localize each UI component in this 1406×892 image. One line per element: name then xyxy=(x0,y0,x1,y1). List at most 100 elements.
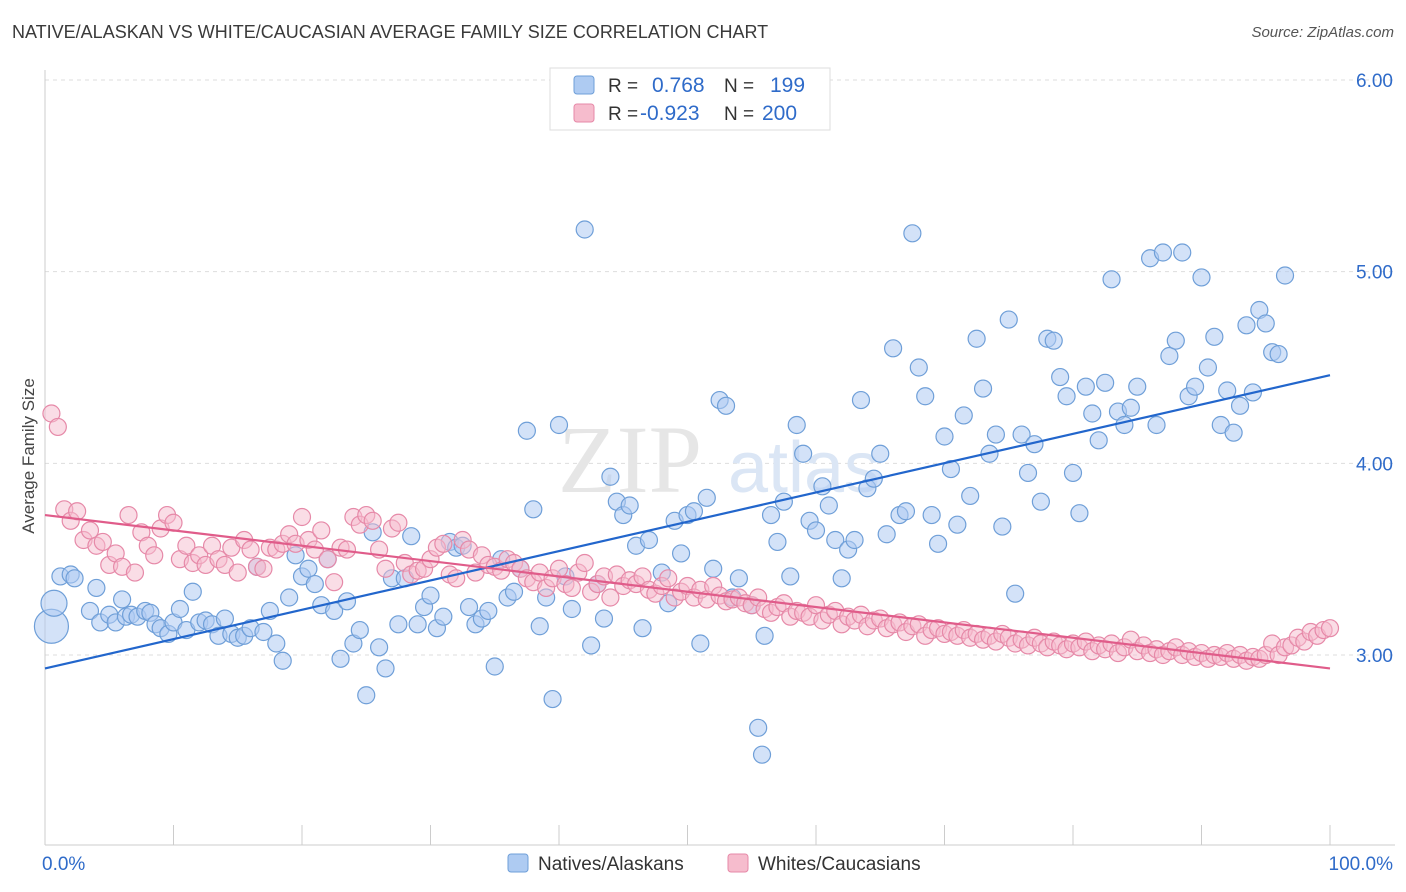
data-point-natives xyxy=(794,444,813,463)
data-point-natives xyxy=(922,505,941,525)
watermark: ZIP atlas xyxy=(558,406,880,513)
data-point-natives xyxy=(787,415,806,435)
data-point-natives xyxy=(87,578,106,598)
data-point-natives xyxy=(1275,266,1295,285)
x-tick-label: 0.0% xyxy=(42,854,85,875)
data-point-natives xyxy=(1063,463,1083,483)
data-point-natives xyxy=(170,599,190,619)
data-point-natives xyxy=(1224,423,1243,442)
data-point-natives xyxy=(376,659,395,678)
data-point-whites xyxy=(363,511,382,530)
data-point-natives xyxy=(768,532,787,552)
legend-r-label-natives: R = xyxy=(608,76,638,97)
data-point-whites xyxy=(376,559,395,578)
data-point-natives xyxy=(1128,377,1147,396)
data-point-natives xyxy=(1237,316,1256,335)
data-point-natives xyxy=(806,521,826,540)
tick-labels: 3.00 4.00 5.00 6.00 0.0% 100.0% xyxy=(42,71,1393,875)
data-point-natives xyxy=(851,390,871,410)
data-point-natives xyxy=(761,505,781,525)
data-point-natives xyxy=(402,527,421,546)
trend-line-whites xyxy=(44,513,1331,670)
data-point-whites xyxy=(145,546,164,565)
data-point-natives xyxy=(1012,425,1031,444)
data-point-natives xyxy=(1115,415,1134,435)
data-point-natives xyxy=(1083,404,1102,423)
data-point-natives xyxy=(1192,268,1211,287)
data-point-whites xyxy=(48,417,67,437)
data-point-natives xyxy=(954,406,973,425)
data-point-natives xyxy=(517,421,536,440)
data-point-natives xyxy=(479,601,498,621)
data-point-natives xyxy=(1044,331,1063,350)
data-point-natives xyxy=(845,530,864,550)
data-point-whites xyxy=(228,563,247,582)
data-point-natives xyxy=(903,224,922,243)
axes xyxy=(44,70,1395,846)
data-point-natives xyxy=(755,626,774,645)
data-point-natives xyxy=(504,582,524,601)
source-label: Source: ZipAtlas.com xyxy=(1251,24,1394,41)
legend-n-label-natives: N = xyxy=(724,76,754,97)
data-point-whites xyxy=(575,553,594,573)
data-point-natives xyxy=(582,636,601,655)
data-point-natives xyxy=(1160,346,1179,366)
data-point-natives xyxy=(1018,463,1038,483)
data-point-natives xyxy=(973,379,993,398)
legend-n-label-whites: N = xyxy=(724,104,754,125)
data-point-natives xyxy=(1205,327,1224,346)
x-tick-label: 100.0% xyxy=(1329,854,1394,875)
data-point-natives xyxy=(65,569,84,588)
trend-line-natives xyxy=(44,374,1331,670)
data-point-natives xyxy=(80,601,100,621)
data-point-natives xyxy=(1051,367,1070,387)
data-point-natives xyxy=(280,588,299,607)
data-point-whites xyxy=(312,521,331,540)
data-point-natives xyxy=(1089,431,1108,450)
legend-n-value-natives: 199 xyxy=(770,74,805,97)
data-point-natives xyxy=(389,615,408,634)
data-point-natives xyxy=(459,597,479,617)
data-point-natives xyxy=(1031,492,1050,511)
data-point-natives xyxy=(896,502,916,521)
legend-swatch-whites xyxy=(573,103,595,123)
legend-frame xyxy=(549,67,831,131)
data-point-whites xyxy=(434,534,453,553)
data-point-natives xyxy=(826,530,845,550)
data-point-natives xyxy=(1166,331,1185,350)
bottom-legend-label-whites: Whites/Caucasians xyxy=(758,854,921,875)
correlation-legend: R = 0.768 N = 199 R = -0.923 N = 200 xyxy=(549,67,831,131)
data-point-natives xyxy=(819,496,838,515)
data-point-natives xyxy=(350,620,369,640)
data-point-natives xyxy=(357,686,376,705)
bottom-legend-label-natives: Natives/Alaskans xyxy=(538,854,684,875)
data-point-whites xyxy=(254,559,273,578)
data-point-natives xyxy=(935,427,954,446)
data-point-natives xyxy=(1185,377,1205,396)
data-point-natives xyxy=(273,651,292,670)
data-point-natives xyxy=(1256,314,1275,333)
data-point-natives xyxy=(691,634,710,653)
data-point-whites xyxy=(562,578,581,598)
data-point-natives xyxy=(112,590,132,609)
trend-lines xyxy=(44,374,1331,670)
data-point-natives xyxy=(1070,504,1089,523)
data-point-natives xyxy=(434,607,453,626)
data-point-natives xyxy=(421,586,440,605)
data-point-natives xyxy=(1147,415,1166,435)
data-point-natives xyxy=(549,415,569,435)
legend-r-value-natives: 0.768 xyxy=(652,74,705,97)
data-point-whites xyxy=(1320,619,1340,638)
data-point-natives xyxy=(370,638,389,657)
data-point-natives xyxy=(562,599,581,619)
data-point-whites xyxy=(80,521,100,540)
data-point-natives xyxy=(704,559,723,578)
data-point-natives xyxy=(331,649,350,668)
legend-r-value-whites: -0.923 xyxy=(640,102,700,125)
data-point-natives xyxy=(524,500,543,519)
data-point-natives xyxy=(883,339,903,358)
data-point-natives xyxy=(986,425,1006,444)
data-point-natives xyxy=(215,609,234,628)
data-point-natives xyxy=(697,488,716,507)
data-point-natives xyxy=(961,486,980,506)
